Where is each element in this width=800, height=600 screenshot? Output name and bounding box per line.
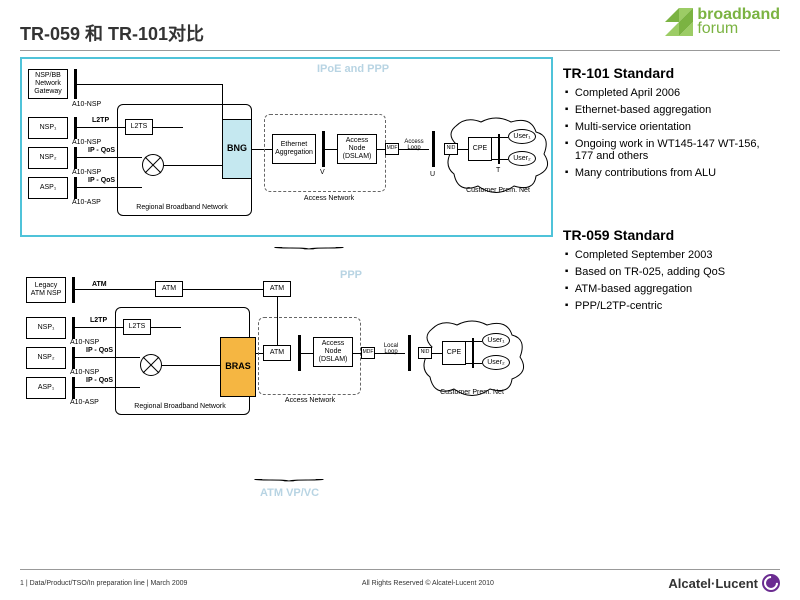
user1: User₁ <box>508 129 536 144</box>
asp1: ASP₁ <box>28 177 68 199</box>
d2-nsp2: NSP₂ <box>26 347 66 369</box>
tr101-heading: TR-101 Standard <box>563 65 780 81</box>
atm-vpvc-label: ATM VP/VC <box>260 487 319 499</box>
footer: 1 | Data/Product/TSO/In preparation line… <box>20 569 780 592</box>
d2-asp1: ASP₁ <box>26 377 66 399</box>
tr101-info: TR-101 Standard Completed April 2006 Eth… <box>563 65 780 179</box>
tr059-info: TR-059 Standard Completed September 2003… <box>563 227 780 312</box>
nsp-bb-gateway: NSP/BB Network Gateway <box>28 69 68 99</box>
d2-cpe: CPE <box>442 341 466 365</box>
overlay-ipoe-ppp: IPoE and PPP <box>317 63 389 75</box>
diagram-tr101: IPoE and PPP NSP/BB Network Gateway NSP₁… <box>20 57 553 237</box>
bng-box: BNG <box>222 119 252 179</box>
slide: broadbandforum TR-059 和 TR-101对比 IPoE an… <box>0 0 800 600</box>
content: IPoE and PPP NSP/BB Network Gateway NSP₁… <box>20 57 780 477</box>
access-network-region <box>264 114 386 192</box>
alcatel-lucent-logo: Alcatel·Lucent <box>668 574 780 592</box>
tr101-list: Completed April 2006 Ethernet-based aggr… <box>563 87 780 179</box>
broadband-forum-logo: broadbandforum <box>665 8 780 36</box>
d2-user1: User₁ <box>482 333 510 348</box>
tr059-list: Completed September 2003 Based on TR-025… <box>563 249 780 312</box>
nsp1: NSP₁ <box>28 117 68 139</box>
user2: User₂ <box>508 151 536 166</box>
d2-user2: User₂ <box>482 355 510 370</box>
bras-box: BRAS <box>220 337 256 397</box>
legacy-atm: Legacy ATM NSP <box>26 277 66 303</box>
d2-nsp1: NSP₁ <box>26 317 66 339</box>
diagrams-column: IPoE and PPP NSP/BB Network Gateway NSP₁… <box>20 57 553 477</box>
brace-icon-2: ⏟ <box>253 467 325 481</box>
d2-atm2: ATM <box>263 281 291 297</box>
tr059-heading: TR-059 Standard <box>563 227 780 243</box>
footer-left: 1 | Data/Product/TSO/In preparation line… <box>20 580 187 587</box>
title-rule <box>20 50 780 51</box>
nsp2: NSP₂ <box>28 147 68 169</box>
brace-icon: ⏟ <box>273 235 345 249</box>
overlay-ppp: PPP <box>340 269 362 281</box>
logo-icon <box>665 8 693 36</box>
footer-center: All Rights Reserved © Alcatel-Lucent 201… <box>362 580 494 587</box>
alu-circle-icon <box>762 574 780 592</box>
cpe-box: CPE <box>468 137 492 161</box>
d2-access-net <box>258 317 361 395</box>
atm-top: ATM <box>155 281 183 297</box>
info-column: TR-101 Standard Completed April 2006 Eth… <box>563 57 780 477</box>
diagram-tr059: PPP Legacy ATM NSP NSP₁ NSP₂ ASP₁ A10-NS… <box>20 267 553 447</box>
logo-text: broadbandforum <box>697 8 780 36</box>
